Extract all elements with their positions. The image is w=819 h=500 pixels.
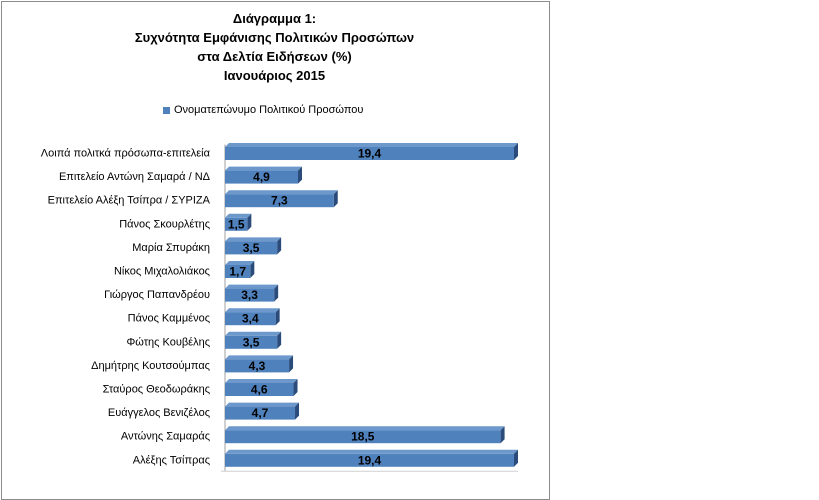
bar-side	[277, 331, 282, 349]
bar-top	[225, 213, 252, 218]
bar	[225, 147, 514, 160]
value-label: 3,4	[242, 312, 259, 326]
category-label: Επιτελείο Αλέξη Τσίπρα / ΣΥΡΙΖΑ	[48, 195, 211, 207]
category-label: Δημήτρης Κουτσούμπας	[91, 360, 210, 372]
bar-side	[274, 284, 279, 302]
value-label: 1,7	[229, 265, 246, 279]
value-label: 19,4	[358, 147, 382, 161]
bar-top	[225, 426, 505, 431]
bar-side	[250, 261, 255, 278]
bar-side	[500, 426, 505, 444]
bar-side	[277, 237, 282, 255]
bar-side	[514, 143, 518, 160]
bar-side	[293, 379, 298, 396]
bar-side	[297, 166, 302, 184]
bar	[225, 288, 275, 302]
value-label: 3,5	[243, 241, 260, 255]
value-label: 1,5	[228, 217, 245, 231]
chart-legend: Ονοματεπώνυμο Πολιτικού Προσώπου	[163, 104, 363, 116]
value-label: 18,5	[351, 430, 375, 444]
bar	[225, 265, 251, 278]
category-label: Γιώργος Παπανδρέου	[104, 289, 210, 301]
category-label: Πάνος Σκουρλέτης	[119, 218, 210, 230]
category-label: Αντώνης Σαμαράς	[121, 431, 210, 443]
bar	[225, 359, 290, 373]
bar-top	[225, 379, 298, 383]
category-label: Λοιπά πολιτκά πρόσωπα-επιτελεία	[41, 148, 211, 160]
value-label: 7,3	[271, 194, 288, 208]
bar	[225, 170, 298, 184]
bar	[225, 217, 248, 231]
bar	[225, 453, 514, 467]
bar	[225, 335, 278, 349]
value-label: 3,5	[243, 335, 260, 349]
bar-top	[225, 449, 518, 454]
chart-title-line: Ιανουάριος 2015	[223, 68, 326, 83]
legend-swatch	[163, 106, 170, 114]
bar	[225, 406, 296, 420]
bar-side	[514, 449, 518, 467]
legend-label: Ονοματεπώνυμο Πολιτικού Προσώπου	[174, 104, 364, 116]
bar	[225, 430, 501, 444]
chart-title-line: Συχνότητα Εμφάνισης Πολιτικών Προσώπων	[134, 30, 415, 45]
bar-top	[225, 284, 279, 289]
bar-top	[225, 237, 282, 242]
value-label: 4,6	[251, 383, 268, 397]
bar-side	[295, 402, 300, 420]
category-label: Ευάγγελος Βενιζέλος	[108, 407, 210, 419]
bar-top	[225, 190, 338, 195]
category-label: Αλέξης Τσίπρας	[133, 454, 210, 466]
chart-title: Διάγραμμα 1: Συχνότητα Εμφάνισης Πολιτικ…	[0, 9, 549, 85]
bar-chart: Λοιπά πολιτκά πρόσωπα-επιτελεία 19,4 Επιτε…	[41, 143, 518, 472]
value-label: 4,9	[253, 170, 270, 184]
category-label: Νίκος Μιχαλολιάκος	[114, 266, 210, 278]
bar-top	[225, 402, 300, 407]
bar-side	[333, 190, 338, 208]
bar-top	[225, 308, 280, 313]
bar	[225, 194, 334, 208]
category-label: Μαρία Σπυράκη	[132, 242, 210, 254]
chart-title-line: Διάγραμμα 1:	[232, 11, 317, 26]
bar-top	[225, 331, 282, 336]
bar	[225, 312, 276, 326]
category-label: Επιτελείο Αντώνη Σαμαρά / ΝΔ	[59, 171, 211, 183]
bar-top	[225, 143, 518, 147]
chart-title-line: στα Δελτία Ειδήσεων (%)	[197, 49, 352, 64]
bar-side	[275, 308, 280, 326]
value-label: 4,3	[249, 359, 266, 373]
bar-side	[289, 355, 294, 373]
bar	[225, 383, 294, 396]
value-label: 19,4	[358, 453, 382, 467]
value-label: 3,3	[241, 288, 258, 302]
value-label: 4,7	[252, 406, 269, 420]
bar	[225, 241, 278, 255]
category-label: Σταύρος Θεοδωράκης	[103, 384, 210, 396]
bar-side	[247, 213, 252, 231]
category-label: Φώτης Κουβέλης	[126, 336, 210, 348]
bar-top	[225, 261, 255, 265]
bar-top	[225, 166, 302, 171]
category-label: Πάνος Καμμένος	[128, 313, 210, 325]
bar-top	[225, 355, 294, 360]
